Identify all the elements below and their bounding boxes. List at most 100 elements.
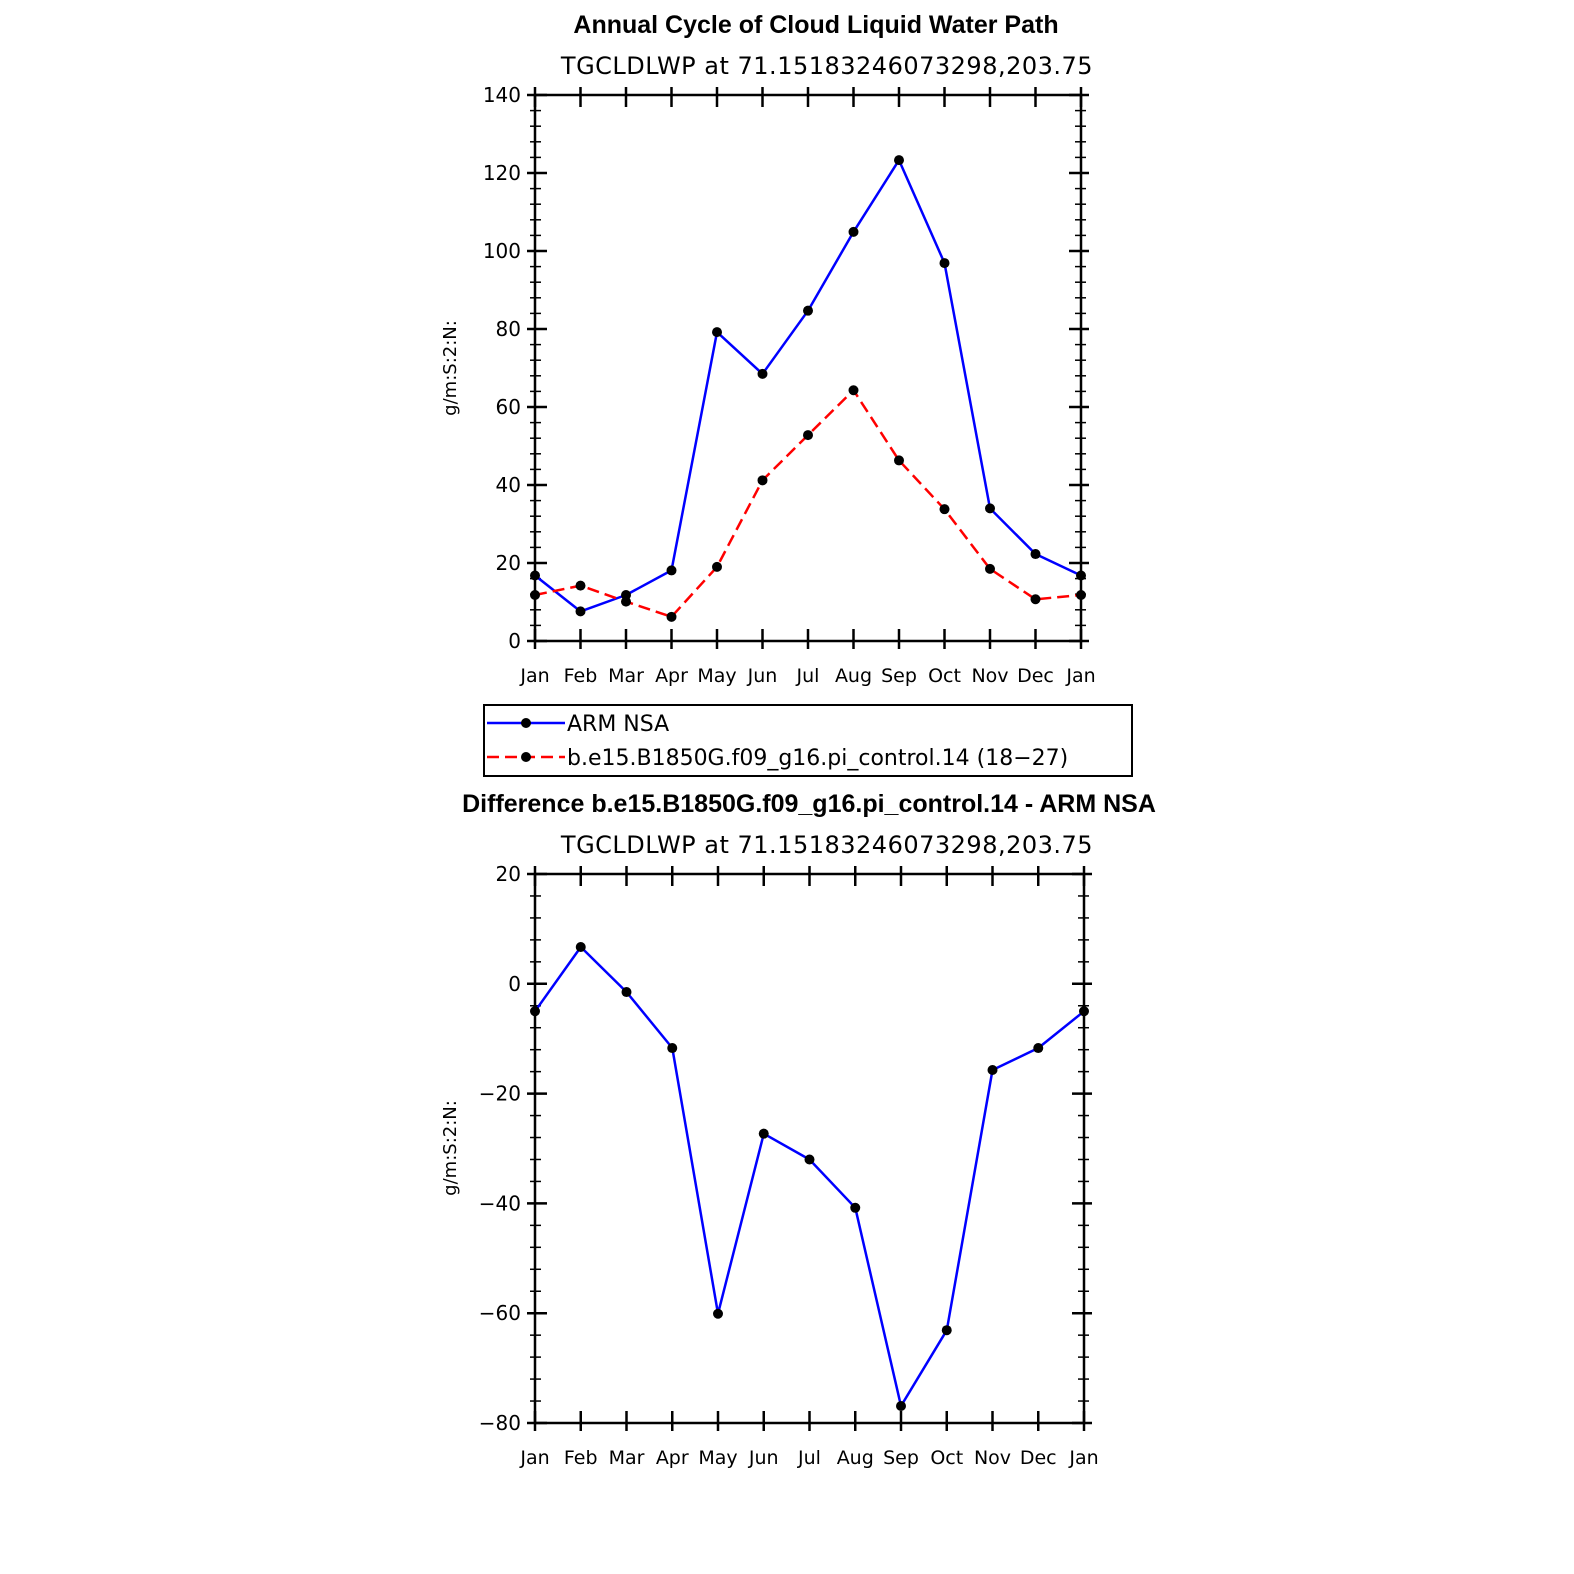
data-point	[1079, 1006, 1089, 1017]
x-tick-label: May	[698, 1447, 737, 1469]
legend-label-model: b.e15.B1850G.f09_g16.pi_control.14 (18−2…	[567, 746, 1068, 771]
chart2-title: Difference b.e15.B1850G.f09_g16.pi_contr…	[462, 790, 1156, 818]
data-point	[575, 942, 586, 953]
data-point	[850, 1202, 861, 1213]
y-tick-label: 120	[483, 161, 521, 185]
data-point	[666, 565, 677, 576]
x-tick-label: Jul	[796, 665, 820, 687]
data-point	[941, 1325, 952, 1336]
data-point	[803, 305, 813, 316]
y-tick-label: 0	[508, 972, 521, 996]
data-point	[1030, 594, 1041, 605]
x-tick-label: Apr	[656, 1447, 689, 1469]
data-point	[894, 155, 904, 166]
y-tick-label: 80	[496, 317, 521, 341]
x-tick-label: Aug	[835, 665, 872, 687]
x-tick-label: Feb	[564, 1447, 598, 1469]
legend-marker-arm-nsa	[521, 718, 531, 728]
chart1-subtitle: TGCLDLWP at 71.15183246073298,203.75	[560, 52, 1093, 80]
data-point	[848, 385, 859, 396]
chart2-series	[530, 942, 1089, 1411]
x-tick-label: Dec	[1017, 665, 1054, 687]
x-tick-label: Jan	[519, 665, 549, 687]
series-line-0	[534, 158, 1082, 613]
y-tick-label: 20	[496, 862, 521, 886]
chart1-title: Annual Cycle of Cloud Liquid Water Path	[573, 11, 1058, 39]
x-tick-label: Aug	[837, 1447, 874, 1469]
y-tick-label: −20	[479, 1082, 521, 1106]
legend-item-arm-nsa: ARM NSA	[487, 712, 669, 737]
data-point	[1030, 549, 1041, 560]
x-tick-label: Dec	[1020, 1447, 1057, 1469]
x-tick-label: Sep	[881, 665, 917, 687]
data-point	[1076, 589, 1086, 600]
chart1-series	[530, 155, 1086, 622]
data-point	[757, 475, 768, 486]
legend: ARM NSA b.e15.B1850G.f09_g16.pi_control.…	[483, 704, 1133, 777]
data-point	[575, 606, 586, 617]
data-point	[939, 258, 950, 269]
data-point	[666, 611, 677, 622]
annual-cycle-chart: Annual Cycle of Cloud Liquid Water Path …	[440, 11, 1133, 777]
chart2-ylabel: g/m:S:2:N:	[440, 1100, 461, 1196]
legend-item-model: b.e15.B1850G.f09_g16.pi_control.14 (18−2…	[487, 746, 1068, 771]
x-tick-label: Nov	[971, 665, 1008, 687]
legend-box	[483, 704, 1133, 777]
y-tick-label: −40	[479, 1191, 521, 1215]
x-tick-label: Jun	[747, 665, 778, 687]
x-tick-label: Oct	[928, 665, 961, 687]
data-point	[530, 570, 540, 581]
chart1-axes: 0 20 40 60 80 100 120 140 Jan Feb Mar Apr May Jun Jul A…	[483, 83, 1096, 687]
x-tick-label: Jan	[1068, 1447, 1098, 1469]
data-point	[575, 580, 586, 591]
data-point	[848, 226, 859, 237]
data-point	[621, 987, 632, 998]
data-point	[667, 1043, 678, 1054]
data-point	[713, 1308, 723, 1319]
data-point	[987, 1064, 998, 1075]
data-point	[621, 596, 631, 607]
data-point	[1076, 570, 1086, 581]
x-tick-label: Oct	[930, 1447, 963, 1469]
y-tick-label: 20	[496, 551, 521, 575]
data-point	[896, 1400, 906, 1411]
x-tick-label: Jul	[797, 1447, 821, 1469]
legend-label-arm-nsa: ARM NSA	[567, 712, 669, 737]
x-tick-label: Nov	[974, 1447, 1011, 1469]
x-tick-label: Mar	[609, 1447, 645, 1469]
series-line-0	[533, 945, 1085, 1408]
y-tick-label: 0	[508, 629, 521, 653]
y-tick-label: 100	[483, 239, 521, 263]
x-tick-label: Mar	[608, 665, 644, 687]
plot-frame	[533, 93, 1083, 643]
data-point	[804, 1154, 815, 1165]
data-point	[894, 455, 904, 466]
x-tick-label: Jan	[1065, 665, 1095, 687]
data-point	[985, 563, 995, 574]
y-tick-label: 140	[483, 83, 521, 107]
data-point	[803, 430, 813, 441]
chart2-axes: −80 −60 −40 −20 0 20 Jan Feb Mar Apr May Jun Jul Aug S…	[479, 862, 1099, 1469]
x-tick-label: May	[697, 665, 736, 687]
data-point	[1033, 1043, 1044, 1054]
legend-marker-model	[521, 752, 531, 762]
y-tick-label: 40	[496, 473, 521, 497]
data-point	[530, 1006, 540, 1017]
chart1-ylabel: g/m:S:2:N:	[440, 320, 461, 416]
x-tick-label: Jan	[519, 1447, 549, 1469]
x-tick-label: Apr	[655, 665, 688, 687]
y-tick-label: 60	[496, 395, 521, 419]
y-tick-label: −80	[479, 1411, 521, 1435]
data-point	[530, 589, 540, 600]
difference-chart: Difference b.e15.B1850G.f09_g16.pi_contr…	[440, 790, 1156, 1469]
data-point	[712, 561, 722, 572]
plot-frame	[533, 872, 1086, 1425]
x-tick-label: Feb	[564, 665, 598, 687]
data-point	[712, 327, 722, 338]
data-point	[757, 368, 768, 379]
x-tick-label: Jun	[748, 1447, 779, 1469]
y-tick-label: −60	[479, 1301, 521, 1325]
chart2-subtitle: TGCLDLWP at 71.15183246073298,203.75	[560, 831, 1093, 859]
data-point	[985, 503, 995, 514]
